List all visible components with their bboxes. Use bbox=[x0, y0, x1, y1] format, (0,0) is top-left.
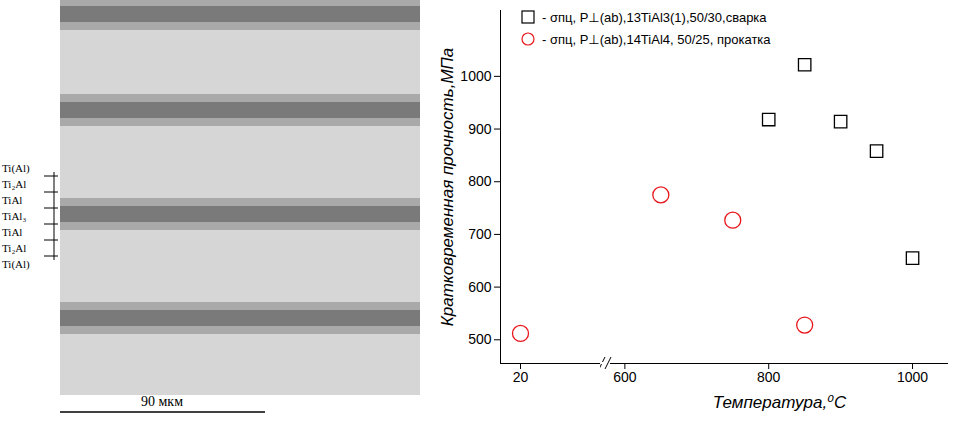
svg-text:500: 500 bbox=[468, 331, 492, 347]
svg-text:1000: 1000 bbox=[460, 68, 491, 84]
svg-text:TiAl: TiAl bbox=[2, 194, 22, 206]
svg-text:Ti(Al): Ti(Al) bbox=[2, 162, 30, 175]
svg-text:800: 800 bbox=[468, 173, 492, 189]
svg-text:800: 800 bbox=[757, 369, 781, 385]
svg-text:Кратковременная прочность,МПа: Кратковременная прочность,МПа bbox=[438, 48, 457, 327]
svg-text:Ti₂Al: Ti₂Al bbox=[2, 178, 26, 190]
svg-text:20: 20 bbox=[513, 369, 529, 385]
svg-text:90 мкм: 90 мкм bbox=[141, 394, 183, 409]
svg-text:Ti₂Al: Ti₂Al bbox=[2, 242, 26, 254]
svg-text:TiAl₃: TiAl₃ bbox=[2, 210, 26, 222]
svg-text:700: 700 bbox=[468, 226, 492, 242]
svg-text:1000: 1000 bbox=[897, 369, 928, 385]
svg-text:Ti(Al): Ti(Al) bbox=[2, 258, 30, 271]
html-text:- σпц, P⊥(ab),14TiAl4, 50/25,: - σпц, P⊥(ab),14TiAl4, 50/25, прокатка bbox=[542, 31, 771, 47]
svg-text:900: 900 bbox=[468, 121, 492, 137]
svg-text:600: 600 bbox=[468, 279, 492, 295]
html-text:- σпц, P⊥(ab),13TiAl3(1),50/30: - σпц, P⊥(ab),13TiAl3(1),50/30,сварка bbox=[542, 9, 767, 25]
svg-text:Температура,⁰C: Температура,⁰C bbox=[713, 393, 847, 412]
svg-text:600: 600 bbox=[613, 369, 637, 385]
svg-text:TiAl: TiAl bbox=[2, 226, 22, 238]
